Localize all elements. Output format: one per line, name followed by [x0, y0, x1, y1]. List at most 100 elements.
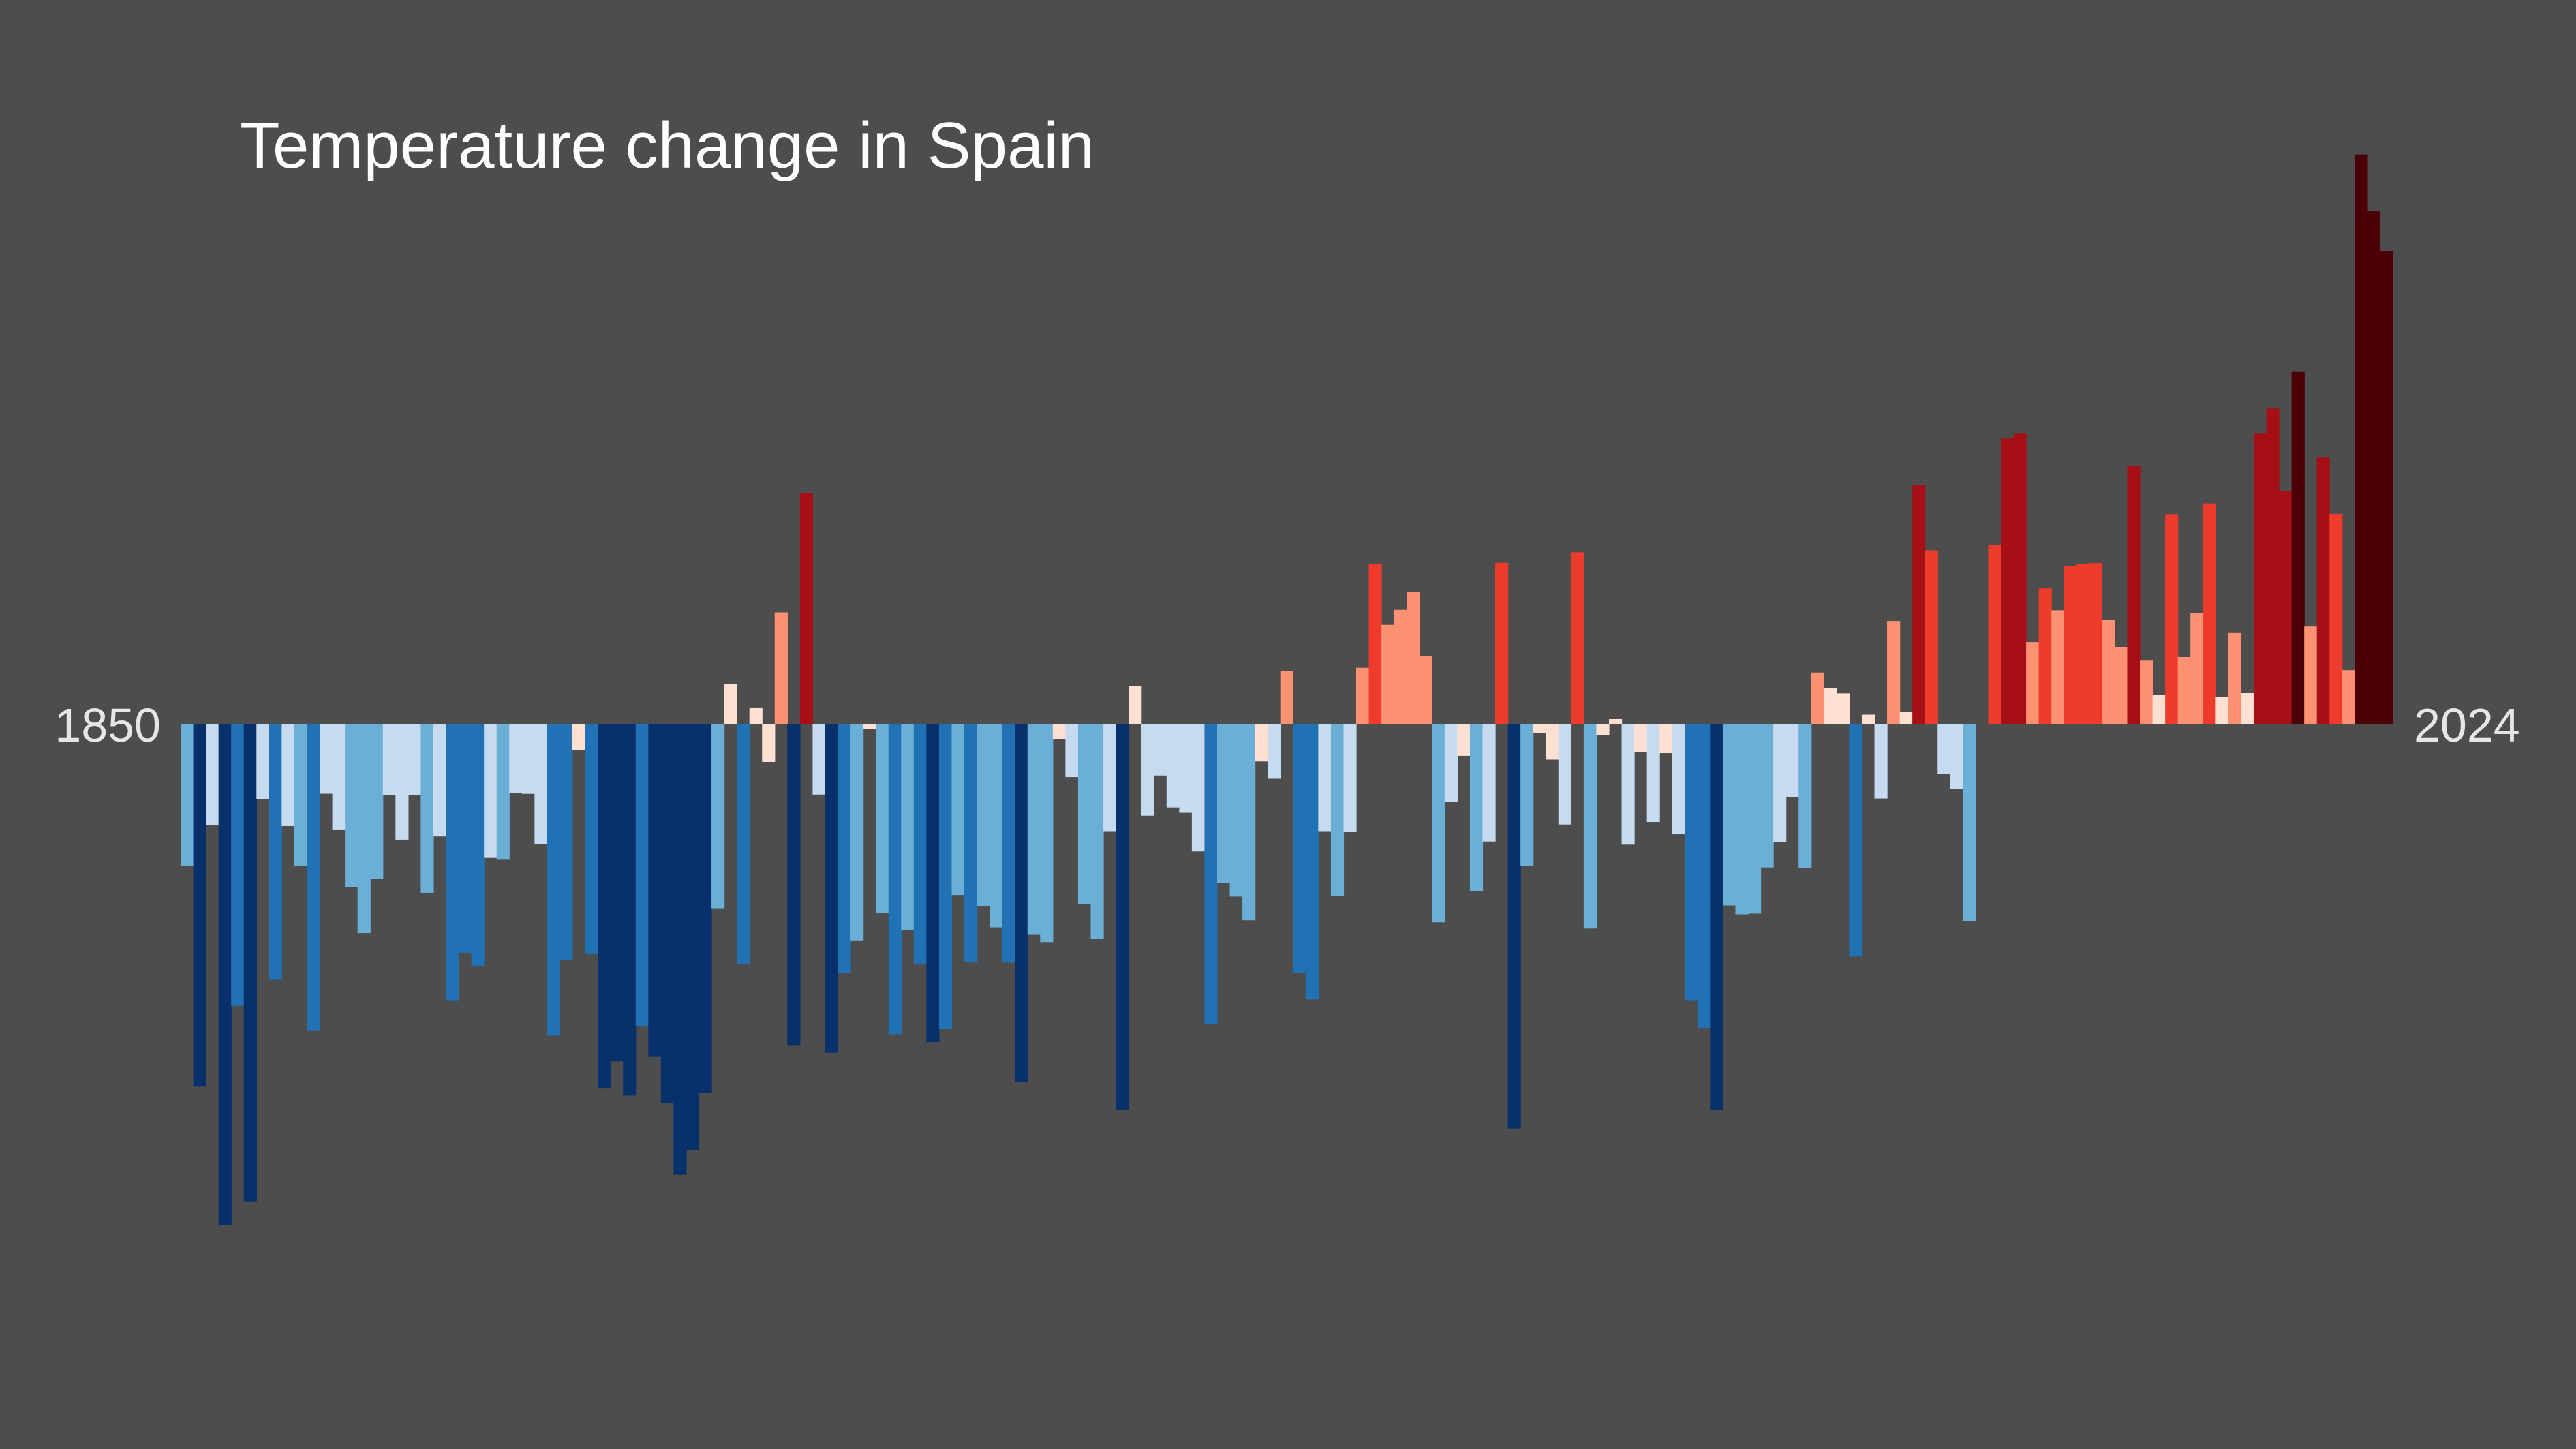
bar-146: [2026, 642, 2040, 724]
bar-130: [1824, 688, 1837, 724]
bar-153: [2114, 647, 2128, 724]
bar-162: [2228, 632, 2242, 724]
bar-118: [1672, 724, 1685, 835]
bar-57: [901, 724, 915, 930]
bar-60: [938, 724, 953, 1029]
bar-50: [812, 724, 826, 795]
bar-32: [585, 724, 598, 954]
bar-71: [1077, 724, 1092, 904]
bar-109: [1558, 724, 1571, 825]
bar-93: [1356, 667, 1370, 724]
bar-152: [2102, 620, 2115, 724]
bar-116: [1646, 724, 1660, 823]
bar-73: [1103, 724, 1117, 832]
bar-0: [181, 724, 194, 866]
bar-115: [1634, 724, 1648, 752]
bar-30: [559, 724, 573, 961]
bar-36: [635, 724, 649, 1026]
bar-155: [2140, 660, 2153, 724]
bar-119: [1685, 724, 1698, 1001]
bar-170: [2329, 513, 2343, 724]
bar-83: [1229, 724, 1243, 897]
bar-4: [231, 724, 245, 1006]
bar-43: [724, 684, 737, 724]
bar-122: [1722, 724, 1736, 906]
bar-172: [2355, 154, 2368, 724]
bar-151: [2089, 563, 2102, 724]
bar-76: [1141, 724, 1154, 816]
bar-51: [825, 724, 839, 1053]
bar-54: [863, 724, 876, 729]
bar-26: [509, 724, 523, 793]
bar-86: [1268, 724, 1281, 779]
bar-110: [1571, 552, 1584, 724]
bar-40: [686, 724, 700, 1150]
bar-157: [2165, 514, 2179, 724]
bar-121: [1710, 724, 1723, 1110]
bar-67: [1027, 724, 1041, 935]
bar-144: [2000, 438, 2014, 724]
bar-127: [1785, 724, 1799, 797]
bar-8: [281, 724, 295, 826]
bar-171: [2342, 670, 2355, 724]
bar-91: [1330, 724, 1345, 896]
bar-33: [598, 724, 611, 1089]
bar-75: [1129, 686, 1142, 724]
bar-27: [521, 724, 535, 794]
bar-42: [711, 724, 725, 909]
bar-17: [395, 724, 409, 840]
bar-92: [1343, 724, 1357, 832]
bar-106: [1520, 724, 1534, 866]
bar-131: [1836, 693, 1850, 724]
bar-165: [2266, 408, 2280, 724]
bar-98: [1419, 656, 1432, 724]
bar-173: [2367, 211, 2381, 724]
bar-125: [1760, 724, 1774, 868]
bar-47: [774, 612, 788, 724]
bar-169: [2316, 457, 2330, 724]
bar-156: [2152, 695, 2166, 724]
bar-89: [1305, 724, 1319, 1000]
bar-64: [990, 724, 1003, 928]
bar-148: [2051, 610, 2065, 724]
bar-7: [269, 724, 282, 980]
bar-19: [420, 724, 434, 893]
bar-97: [1407, 592, 1420, 724]
bar-135: [1887, 621, 1901, 724]
bar-113: [1608, 719, 1623, 724]
bar-102: [1469, 724, 1484, 891]
bar-141: [1963, 724, 1976, 921]
bar-139: [1937, 724, 1951, 774]
bar-88: [1293, 724, 1306, 973]
start-year-label: 1850: [55, 699, 161, 752]
bar-62: [964, 724, 978, 962]
bar-68: [1040, 724, 1054, 943]
bar-2: [206, 724, 219, 825]
bar-163: [2241, 693, 2254, 724]
bar-147: [2038, 588, 2052, 724]
bar-94: [1368, 564, 1382, 724]
bar-11: [320, 724, 333, 794]
bar-87: [1280, 671, 1293, 724]
chart-title: Temperature change in Spain: [240, 109, 1094, 182]
bar-138: [1925, 550, 1938, 724]
bar-134: [1874, 724, 1888, 799]
bar-52: [838, 724, 851, 973]
bar-16: [382, 724, 396, 795]
bar-101: [1457, 724, 1471, 756]
bar-9: [294, 724, 308, 866]
bar-81: [1204, 724, 1218, 1024]
bar-69: [1052, 724, 1066, 739]
bar-105: [1507, 724, 1521, 1129]
bar-114: [1621, 724, 1635, 845]
bar-84: [1242, 724, 1256, 921]
bar-38: [660, 724, 674, 1104]
bar-168: [2304, 626, 2318, 724]
bar-63: [977, 724, 990, 906]
bar-78: [1166, 724, 1180, 808]
bar-143: [1988, 545, 2002, 724]
bar-145: [2013, 433, 2027, 724]
bar-48: [787, 724, 801, 1046]
bar-6: [256, 724, 270, 799]
